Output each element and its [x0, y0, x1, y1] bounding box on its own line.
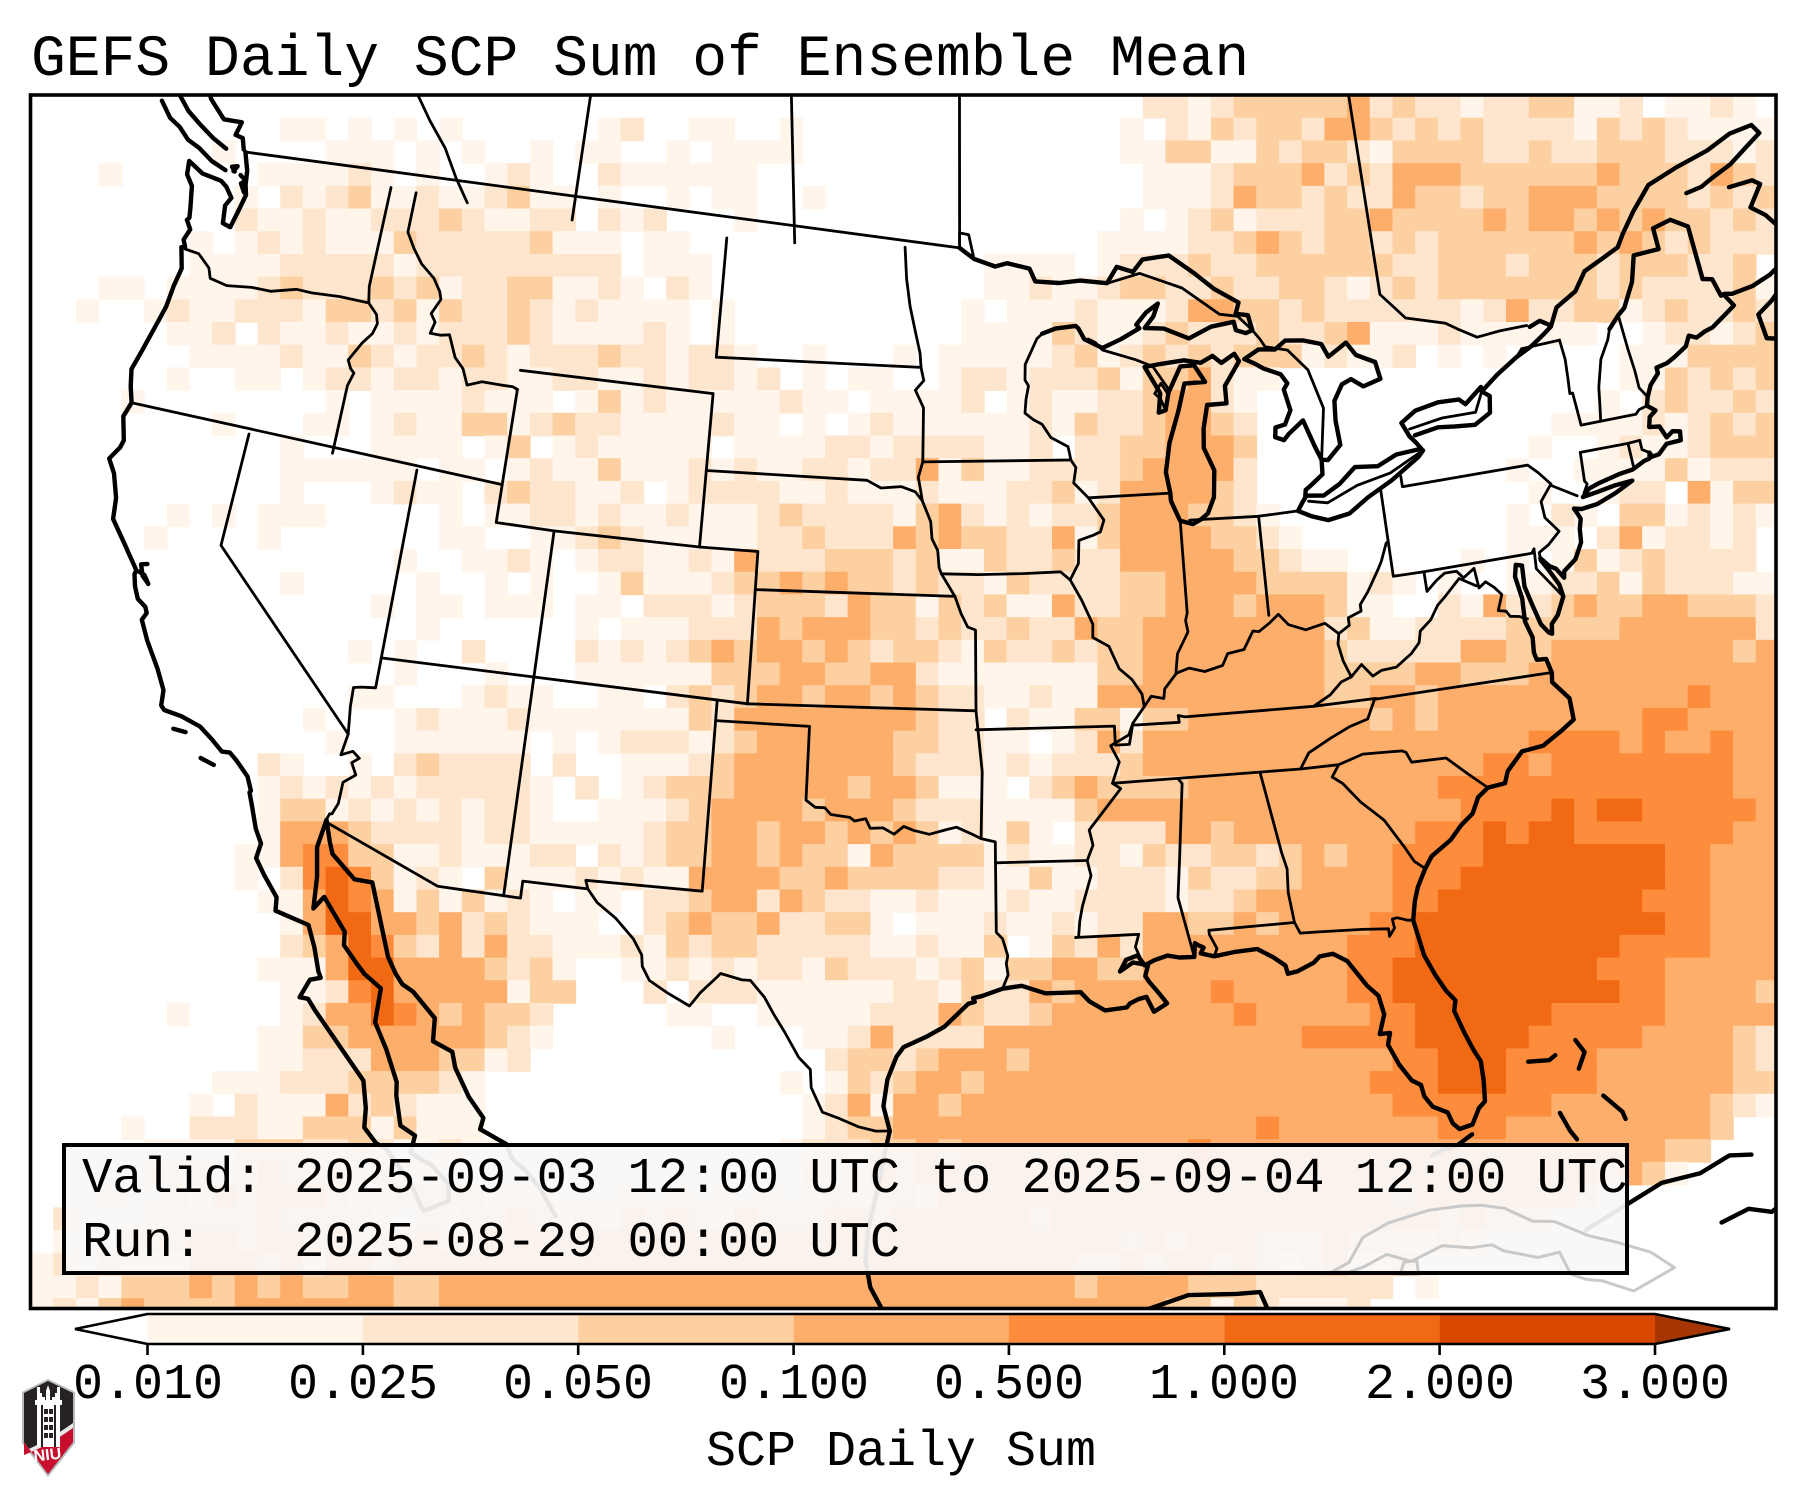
svg-text:NIU: NIU: [33, 1446, 62, 1466]
